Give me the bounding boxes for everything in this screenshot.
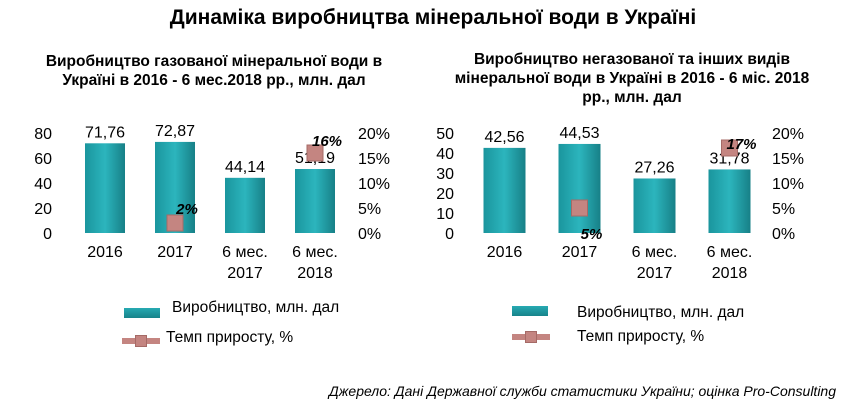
legend-bar-swatch xyxy=(124,308,160,318)
page-title: Динаміка виробництва мінеральної води в … xyxy=(169,6,697,29)
growth-marker xyxy=(166,214,184,232)
y-tick-label: 30 xyxy=(436,166,454,183)
category-label: 2017 xyxy=(562,244,598,261)
bar-value-label: 42,56 xyxy=(484,129,524,146)
y-tick-label: 20 xyxy=(34,201,52,218)
bar xyxy=(708,169,751,233)
category-label: 2018 xyxy=(712,265,748,282)
y2-tick-label: 10% xyxy=(772,176,804,193)
growth-value-label: 16% xyxy=(312,133,342,150)
bar-value-label: 27,26 xyxy=(634,159,674,176)
bar xyxy=(633,178,676,233)
legend-marker-swatch xyxy=(525,331,537,343)
legend-line-label: Темп приросту, % xyxy=(577,328,705,345)
growth-value-label: 2% xyxy=(175,201,198,218)
y2-tick-label: 0% xyxy=(772,226,795,243)
bar xyxy=(483,147,526,233)
y2-tick-label: 5% xyxy=(358,201,381,218)
chart-title-line: Виробництво газованої мінеральної води в xyxy=(45,53,383,70)
legend-bar-label: Виробництво, млн. дал xyxy=(577,304,745,321)
bar xyxy=(85,143,125,233)
bar-value-label: 44,53 xyxy=(559,125,599,142)
category-label: 6 мес. xyxy=(632,244,678,261)
category-label: 2017 xyxy=(157,244,193,261)
growth-marker xyxy=(721,139,738,157)
chart-title-carbonated: Виробництво газованої мінеральної води в… xyxy=(20,52,408,90)
y2-tick-label: 5% xyxy=(772,201,795,218)
y2-tick-label: 15% xyxy=(358,151,390,168)
category-label: 6 мес. xyxy=(707,244,753,261)
bar-value-label: 44,14 xyxy=(225,159,265,176)
bar xyxy=(558,143,601,233)
bar xyxy=(295,169,335,233)
growth-marker xyxy=(306,144,324,162)
growth-value-label: 5% xyxy=(581,226,603,243)
chart-title-line: мінеральної води в Україні в 2016 - 6 мі… xyxy=(454,70,810,87)
y-tick-label: 0 xyxy=(43,226,52,243)
y-tick-label: 50 xyxy=(436,126,454,143)
bar xyxy=(225,177,265,233)
chart-title-still: Виробництво негазованої та інших видів м… xyxy=(432,50,832,107)
y-tick-label: 80 xyxy=(34,126,52,143)
chart-still: 0 10 20 30 40 50 0% 5% 10% 15% 20% 42,56 2016 44,53 20… xyxy=(436,125,804,282)
legend-bar-label: Виробництво, млн. дал xyxy=(172,299,340,316)
y-tick-label: 60 xyxy=(34,151,52,168)
bar-value-label: 71,76 xyxy=(85,124,125,141)
category-label: 2017 xyxy=(227,265,263,282)
bar-value-label: 31,78 xyxy=(709,150,749,167)
category-label: 2016 xyxy=(87,244,123,261)
chart-title-line: Виробництво негазованої та інших видів xyxy=(473,51,791,68)
y-tick-label: 20 xyxy=(436,186,454,203)
y-tick-label: 10 xyxy=(436,206,454,223)
legend-bar-swatch xyxy=(512,306,548,316)
growth-value-label: 17% xyxy=(726,136,756,153)
legend-marker-swatch xyxy=(135,335,147,347)
y2-tick-label: 20% xyxy=(358,126,390,143)
source-note: Джерело: Дані Державної служби статистик… xyxy=(328,383,836,399)
y2-tick-label: 20% xyxy=(772,126,804,143)
y2-tick-label: 0% xyxy=(358,226,381,243)
y2-tick-label: 15% xyxy=(772,151,804,168)
y-tick-label: 40 xyxy=(34,176,52,193)
category-label: 6 мес. xyxy=(222,244,268,261)
category-label: 6 мес. xyxy=(292,244,338,261)
bar-value-label: 72,87 xyxy=(155,123,195,140)
y2-tick-label: 10% xyxy=(358,176,390,193)
growth-marker xyxy=(571,199,588,217)
category-label: 2017 xyxy=(637,265,673,282)
category-label: 2016 xyxy=(487,244,523,261)
category-label: 2018 xyxy=(297,265,333,282)
chart-title-line: рр., млн. дал xyxy=(582,89,682,106)
chart-carbonated: 0 20 40 60 80 0% 5% 10% 15% 20% 71,76 2016 72,87 2017… xyxy=(34,123,390,282)
legend-line-label: Темп приросту, % xyxy=(166,329,294,346)
y-tick-label: 40 xyxy=(436,146,454,163)
chart-title-line: Україні в 2016 - 6 мес.2018 рр., млн. да… xyxy=(62,72,366,89)
y-tick-label: 0 xyxy=(445,226,454,243)
